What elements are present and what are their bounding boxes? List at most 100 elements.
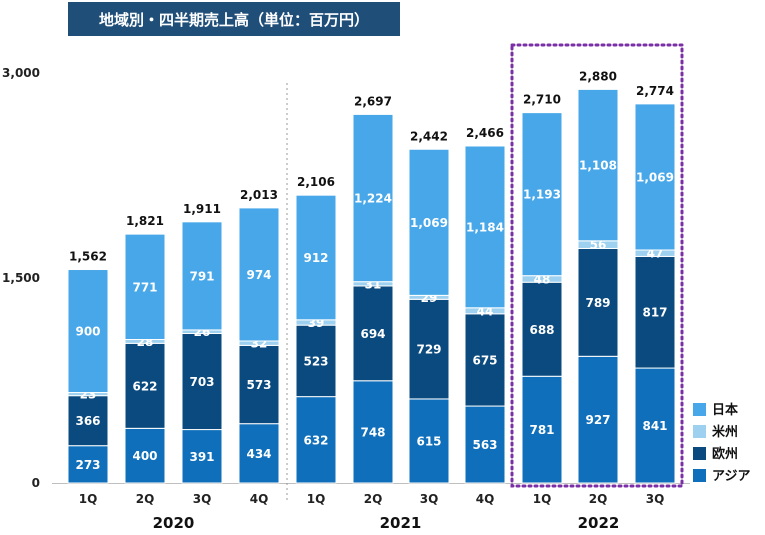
data-label: 1,184 <box>466 220 504 234</box>
x-tick-label: 1Q <box>533 492 552 506</box>
total-label: 1,562 <box>69 250 107 264</box>
data-label: 573 <box>246 378 271 392</box>
data-label: 1,193 <box>523 188 561 202</box>
bar-segment <box>124 233 166 341</box>
year-label: 2022 <box>578 514 620 532</box>
data-label: 791 <box>189 269 214 283</box>
bar-segment <box>238 423 280 484</box>
legend-label: 米州 <box>712 424 738 440</box>
bar-segment <box>295 396 337 484</box>
bar-segment <box>577 88 619 242</box>
bar-segment <box>181 221 223 331</box>
data-label: 1,224 <box>354 192 392 206</box>
data-label: 974 <box>246 268 271 282</box>
legend-swatch <box>693 403 706 416</box>
total-label: 2,013 <box>240 188 278 202</box>
data-label: 900 <box>75 325 100 339</box>
bar-segment <box>124 427 166 484</box>
data-label: 391 <box>189 450 214 464</box>
bar-segment <box>352 285 394 382</box>
x-tick-label: 2Q <box>589 492 608 506</box>
total-label: 2,880 <box>579 69 617 83</box>
total-label: 2,466 <box>466 126 504 140</box>
chart-title: 地域別・四半期売上高（単位：百万円） <box>68 2 400 36</box>
bar-segment <box>67 269 109 394</box>
bar-segment <box>408 398 450 484</box>
data-label: 927 <box>585 413 610 427</box>
legend-swatch <box>693 447 706 460</box>
data-label: 789 <box>585 296 610 310</box>
bar-segment <box>67 445 109 484</box>
bar-segment <box>634 103 676 251</box>
bar-segment <box>634 367 676 484</box>
bar-segment <box>464 145 506 309</box>
bar-segment <box>238 344 280 425</box>
data-label: 703 <box>189 375 214 389</box>
data-label: 56 <box>590 238 607 252</box>
bar-segment <box>634 255 676 369</box>
total-label: 2,442 <box>410 129 448 143</box>
bar-segment <box>352 113 394 283</box>
x-tick-label: 3Q <box>420 492 439 506</box>
total-label: 2,774 <box>636 84 674 98</box>
bar-segment <box>464 405 506 484</box>
y-tick-label: 1,500 <box>2 271 40 285</box>
data-label: 912 <box>303 251 328 265</box>
data-label: 841 <box>642 419 667 433</box>
bar-segment <box>521 375 563 484</box>
x-tick-label: 1Q <box>79 492 98 506</box>
x-tick-label: 4Q <box>476 492 495 506</box>
year-label: 2020 <box>153 514 195 532</box>
bar-segment <box>181 332 223 431</box>
bar-segment <box>295 324 337 398</box>
x-tick-label: 3Q <box>193 492 212 506</box>
total-label: 1,911 <box>183 202 221 216</box>
x-tick-label: 1Q <box>307 492 326 506</box>
bar-segment <box>295 194 337 321</box>
x-tick-label: 2Q <box>364 492 383 506</box>
data-label: 1,069 <box>636 170 674 184</box>
year-label: 2021 <box>380 514 422 532</box>
data-label: 273 <box>75 458 100 472</box>
legend-label: 日本 <box>712 402 738 418</box>
data-label: 632 <box>303 433 328 447</box>
bar-segment <box>408 298 450 400</box>
data-label: 434 <box>246 447 271 461</box>
bar-segment <box>181 429 223 484</box>
data-label: 523 <box>303 354 328 368</box>
data-label: 1,108 <box>579 159 617 173</box>
data-label: 688 <box>529 323 554 337</box>
data-label: 622 <box>132 379 157 393</box>
data-label: 694 <box>360 327 385 341</box>
y-tick-label: 3,000 <box>2 66 40 80</box>
x-tick-label: 4Q <box>250 492 269 506</box>
data-label: 400 <box>132 449 157 463</box>
bar-segment <box>124 342 166 429</box>
data-label: 615 <box>416 434 441 448</box>
y-tick-label: 0 <box>32 476 40 490</box>
total-label: 2,697 <box>354 94 392 108</box>
bar-segment <box>408 148 450 296</box>
legend-label: 欧州 <box>712 446 738 462</box>
x-tick-label: 2Q <box>136 492 155 506</box>
data-label: 563 <box>472 438 497 452</box>
legend-label: アジア <box>712 469 750 484</box>
bar-segment <box>521 112 563 277</box>
data-label: 366 <box>75 414 100 428</box>
bar-segment <box>352 380 394 484</box>
legend-swatch <box>693 469 706 482</box>
total-label: 1,821 <box>126 214 164 228</box>
bar-segment <box>521 281 563 377</box>
data-label: 729 <box>416 343 441 357</box>
total-label: 2,106 <box>297 175 335 189</box>
data-label: 781 <box>529 423 554 437</box>
data-label: 817 <box>642 306 667 320</box>
total-label: 2,710 <box>523 93 561 107</box>
data-label: 771 <box>132 280 157 294</box>
data-label: 1,069 <box>410 216 448 230</box>
legend-swatch <box>693 425 706 438</box>
bar-segment <box>464 313 506 407</box>
bar-segment <box>238 207 280 342</box>
